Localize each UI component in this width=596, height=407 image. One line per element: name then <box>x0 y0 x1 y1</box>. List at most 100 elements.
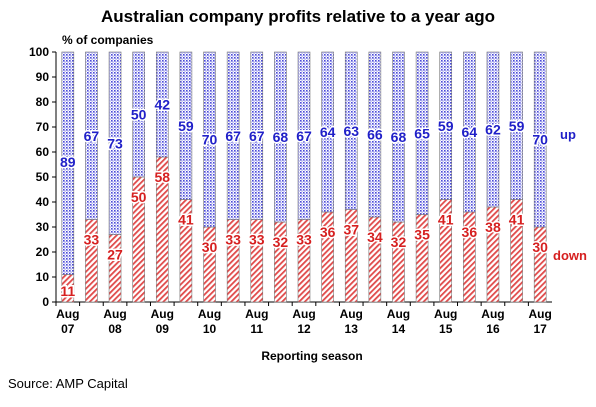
bar-up <box>533 51 547 228</box>
x-tick-label: Aug <box>103 307 126 321</box>
data-label-down: 58 <box>154 169 170 185</box>
bar-up <box>439 51 453 200</box>
source-note: Source: AMP Capital <box>8 376 128 391</box>
bar-up <box>368 51 382 218</box>
x-axis-label: Reporting season <box>261 349 362 363</box>
x-tick-label: 14 <box>392 322 406 336</box>
y-tick-label: 0 <box>42 295 49 309</box>
data-label-up: 68 <box>273 129 289 145</box>
y-tick-label: 30 <box>36 220 50 234</box>
data-labels: 11 89 33 67 27 73 50 50 58 42 41 59 30 70 33 67 33 67 32 68… <box>59 95 550 301</box>
x-tick-label: 16 <box>486 322 500 336</box>
bar-up <box>226 51 240 220</box>
bar-up <box>274 51 287 223</box>
x-tick-label: 10 <box>203 322 217 336</box>
data-label-up: 42 <box>154 97 170 113</box>
data-label-up: 63 <box>343 123 359 139</box>
data-label-down: 33 <box>249 232 265 248</box>
x-tick-label: Aug <box>529 307 552 321</box>
x-tick-label: Aug <box>481 307 504 321</box>
data-label-up: 64 <box>462 124 478 140</box>
bar-up <box>155 51 169 158</box>
x-tick-label: 17 <box>534 322 548 336</box>
y-tick-label: 20 <box>36 245 50 259</box>
data-label-down: 36 <box>320 224 336 240</box>
data-label-down: 11 <box>60 283 75 299</box>
data-label-down: 37 <box>343 222 359 238</box>
bar-down <box>108 234 122 303</box>
x-tick-label: 12 <box>297 322 311 336</box>
x-tick-label: Aug <box>340 307 363 321</box>
bar-up <box>61 51 75 275</box>
data-label-down: 35 <box>414 227 430 243</box>
data-label-up: 67 <box>225 128 241 144</box>
y-tick-label: 90 <box>36 70 50 84</box>
bar-up <box>321 51 334 213</box>
y-axis-label: % of companies <box>62 33 154 47</box>
data-label-up: 65 <box>414 125 430 141</box>
y-tick-label: 100 <box>29 45 49 59</box>
data-label-up: 67 <box>84 128 100 144</box>
data-label-up: 59 <box>438 118 454 134</box>
data-label-down: 38 <box>485 219 501 235</box>
legend-down: down <box>553 248 587 263</box>
data-label-up: 50 <box>131 107 147 123</box>
data-label-down: 50 <box>131 189 147 205</box>
data-label-up: 70 <box>202 132 218 148</box>
data-label-down: 32 <box>391 234 407 250</box>
data-label-up: 59 <box>509 118 525 134</box>
data-label-down: 33 <box>225 232 241 248</box>
y-tick-label: 40 <box>36 195 50 209</box>
x-tick-label: Aug <box>292 307 315 321</box>
data-label-up: 64 <box>320 124 336 140</box>
x-tick-label: 13 <box>345 322 359 336</box>
data-label-down: 30 <box>532 239 548 255</box>
x-tick-label: 15 <box>439 322 453 336</box>
legend-up: up <box>560 127 576 142</box>
data-label-down: 33 <box>84 232 100 248</box>
bars <box>61 51 547 303</box>
data-label-down: 30 <box>202 239 218 255</box>
data-label-down: 41 <box>178 212 194 228</box>
bar-up <box>486 51 500 208</box>
bar-up <box>179 51 193 200</box>
x-tick-label: Aug <box>245 307 268 321</box>
data-label-down: 33 <box>296 232 312 248</box>
bar-up <box>297 51 311 220</box>
data-label-up: 73 <box>107 135 123 151</box>
y-tick-label: 10 <box>36 270 50 284</box>
x-tick-label: Aug <box>56 307 79 321</box>
data-label-down: 36 <box>462 224 478 240</box>
bar-up <box>392 51 405 223</box>
data-label-down: 41 <box>509 212 525 228</box>
data-label-down: 32 <box>273 234 289 250</box>
data-label-up: 62 <box>485 122 501 138</box>
x-tick-label: 11 <box>250 322 263 336</box>
data-label-up: 67 <box>249 128 265 144</box>
bar-up <box>108 51 122 235</box>
data-label-up: 59 <box>178 118 194 134</box>
data-label-up: 68 <box>391 129 407 145</box>
bar-up <box>132 51 145 178</box>
x-tick-label: Aug <box>387 307 410 321</box>
bar-up <box>85 51 98 220</box>
y-tick-label: 60 <box>36 145 50 159</box>
x-tick-label: 08 <box>108 322 122 336</box>
bar-up <box>250 51 264 220</box>
data-label-down: 41 <box>438 212 454 228</box>
chart-title: Australian company profits relative to a… <box>101 7 495 26</box>
data-label-up: 66 <box>367 127 383 143</box>
y-tick-label: 50 <box>36 170 50 184</box>
y-tick-label: 80 <box>36 95 50 109</box>
y-tick-label: 70 <box>36 120 50 134</box>
bar-up <box>463 51 476 213</box>
axes: 0102030405060708090100Aug07Aug08Aug09Aug… <box>29 45 552 336</box>
bar-up <box>415 51 429 215</box>
bar-up <box>344 51 358 210</box>
x-tick-label: Aug <box>434 307 457 321</box>
x-tick-label: Aug <box>198 307 221 321</box>
data-label-up: 70 <box>532 132 548 148</box>
x-tick-label: 09 <box>156 322 170 336</box>
